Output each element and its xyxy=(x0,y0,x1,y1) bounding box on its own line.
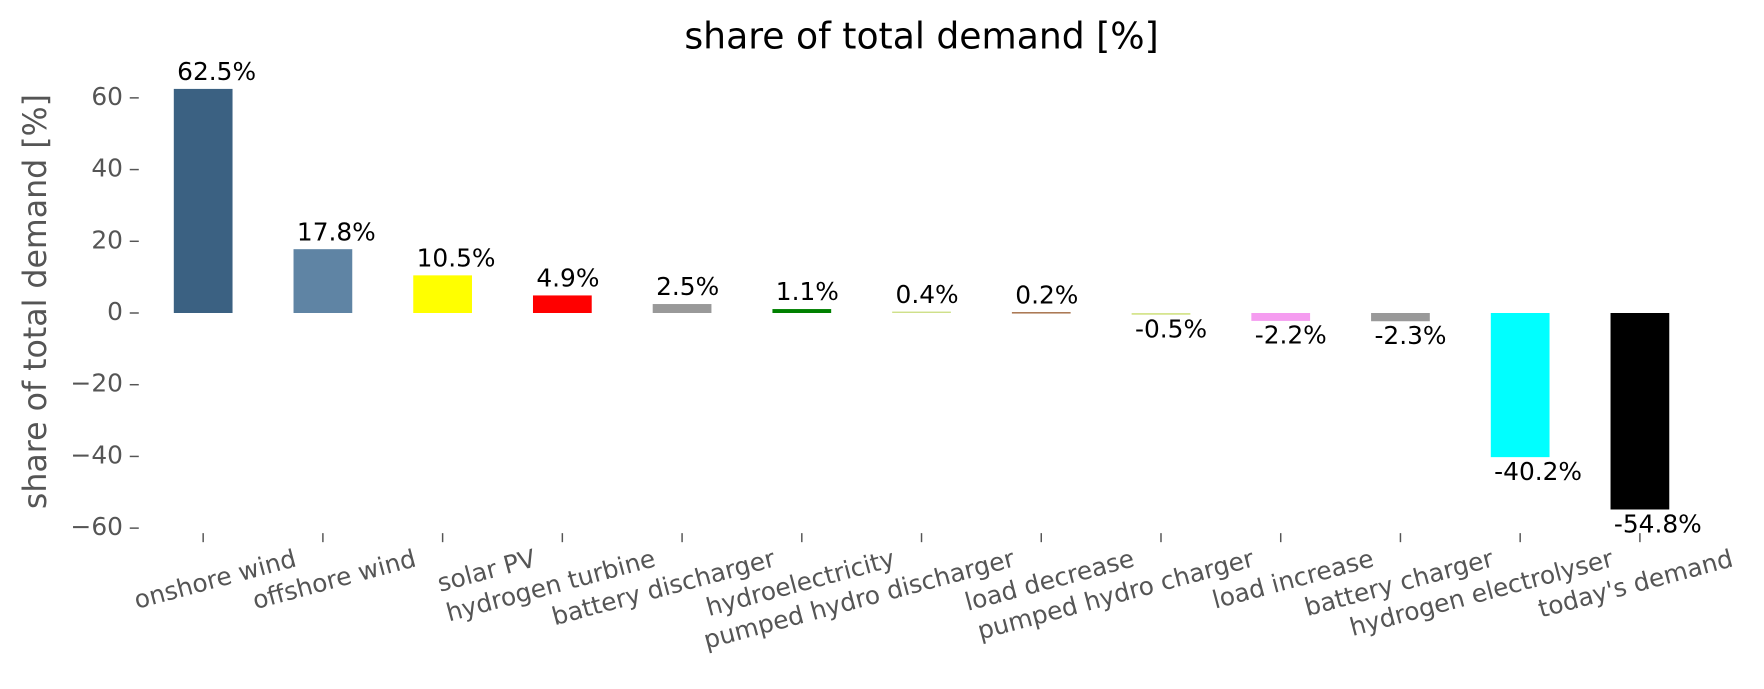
value-label: 0.4% xyxy=(896,280,959,309)
bar xyxy=(1610,312,1670,510)
value-label: -0.5% xyxy=(1135,315,1207,344)
bar xyxy=(772,309,832,313)
bar xyxy=(293,249,353,313)
value-label: -40.2% xyxy=(1494,457,1582,486)
value-label: 4.9% xyxy=(536,264,599,293)
value-label: 0.2% xyxy=(1015,280,1078,309)
bar xyxy=(1011,312,1071,314)
y-tick-label: −20 xyxy=(71,369,123,398)
bar xyxy=(413,275,472,313)
bar xyxy=(1131,312,1191,315)
bar xyxy=(1371,312,1430,322)
chart-title: share of total demand [%] xyxy=(684,14,1158,57)
bar xyxy=(173,88,233,313)
value-label: 10.5% xyxy=(417,244,496,273)
value-label: 1.1% xyxy=(776,277,839,306)
y-axis-label: share of total demand [%] xyxy=(18,94,54,509)
y-tick-label: 40 xyxy=(91,154,123,183)
y-tick-label: 20 xyxy=(91,225,123,254)
value-label: -2.2% xyxy=(1255,321,1327,350)
value-label: -2.3% xyxy=(1374,321,1446,350)
y-tick-label: 0 xyxy=(107,297,123,326)
value-label: 62.5% xyxy=(177,57,256,86)
y-tick-label: 60 xyxy=(91,82,123,111)
bar xyxy=(532,295,592,313)
value-label: 17.8% xyxy=(297,217,376,246)
y-tick-label: −60 xyxy=(71,512,123,541)
bar xyxy=(652,304,712,313)
value-label: 2.5% xyxy=(656,272,719,301)
bar xyxy=(1490,312,1550,458)
bar xyxy=(892,311,951,313)
y-tick-label: −40 xyxy=(71,440,123,469)
value-label: -54.8% xyxy=(1614,509,1702,538)
bar xyxy=(1251,312,1311,321)
